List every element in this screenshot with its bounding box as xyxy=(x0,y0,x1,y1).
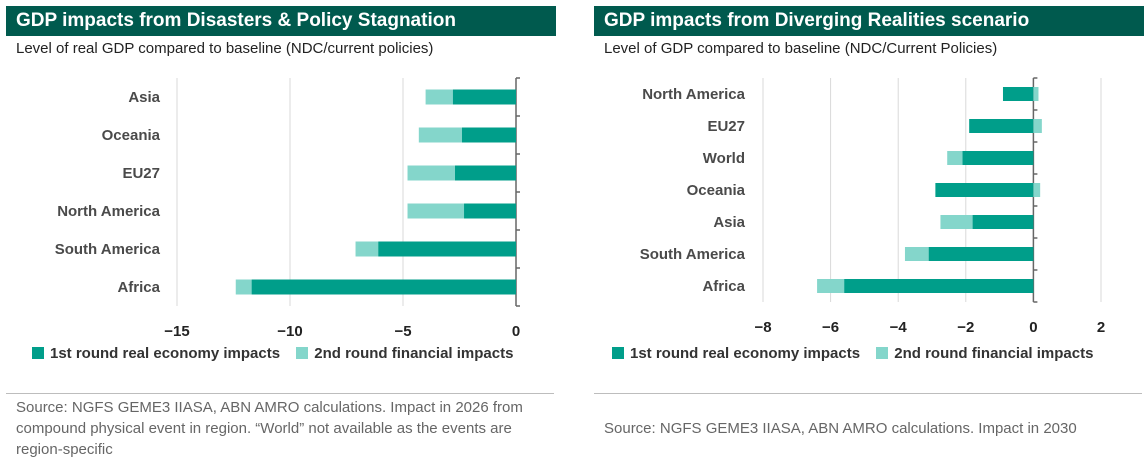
category-label: Asia xyxy=(713,214,745,231)
x-tick-label: −8 xyxy=(754,319,771,336)
category-label: Africa xyxy=(117,279,160,296)
bar-first-round xyxy=(378,241,516,257)
legend-swatch-second xyxy=(296,347,309,359)
x-tick-label: −10 xyxy=(277,323,302,340)
bar-first-round xyxy=(844,279,1034,293)
left-chart-title: GDP impacts from Disasters & Policy Stag… xyxy=(6,6,556,36)
legend-label-second: 2nd round financial impacts xyxy=(894,345,1094,362)
bar-second-round xyxy=(940,215,973,229)
bar-second-round xyxy=(407,165,455,181)
x-tick-label: 0 xyxy=(512,323,520,340)
bar-first-round xyxy=(464,203,516,219)
category-label: Oceania xyxy=(102,127,161,144)
bar-first-round xyxy=(928,247,1034,261)
bar-first-round xyxy=(972,215,1034,229)
bar-first-round xyxy=(251,279,516,295)
left-legend-item-second: 2nd round financial impacts xyxy=(296,345,513,362)
right-chart-panel: GDP impacts from Diverging Realities sce… xyxy=(588,0,1146,464)
bar-second-round xyxy=(817,279,845,293)
left-divider xyxy=(6,393,554,394)
category-label: Africa xyxy=(702,278,745,295)
legend-swatch-first xyxy=(612,347,624,359)
right-divider xyxy=(594,393,1142,394)
bar-first-round xyxy=(1002,87,1034,101)
bar-first-round xyxy=(935,183,1034,197)
left-source-note: Source: NGFS GEME3 IIASA, ABN AMRO calcu… xyxy=(16,399,523,458)
bar-second-round xyxy=(418,127,462,143)
category-label: South America xyxy=(55,241,161,258)
bar-first-round xyxy=(452,89,516,105)
right-legend-item-second: 2nd round financial impacts xyxy=(876,345,1093,362)
bar-second-round xyxy=(407,203,465,219)
category-label: World xyxy=(703,150,745,167)
right-legend: 1st round real economy impacts 2nd round… xyxy=(612,345,1105,362)
right-chart-subtitle: Level of GDP compared to baseline (NDC/C… xyxy=(604,40,998,57)
bar-second-round xyxy=(355,241,379,257)
legend-swatch-first xyxy=(32,347,44,359)
legend-label-first: 1st round real economy impacts xyxy=(630,345,861,362)
bar-second-round xyxy=(235,279,252,295)
category-label: North America xyxy=(642,86,745,103)
right-source-note: Source: NGFS GEME3 IIASA, ABN AMRO calcu… xyxy=(604,420,1077,437)
x-tick-label: −2 xyxy=(957,319,974,336)
left-legend-item-first: 1st round real economy impacts xyxy=(32,345,280,362)
bar-second-round xyxy=(425,89,453,105)
category-label: Oceania xyxy=(687,182,746,199)
x-tick-label: −6 xyxy=(822,319,839,336)
bar-first-round xyxy=(969,119,1034,133)
legend-swatch-second xyxy=(876,347,889,359)
bar-second-round xyxy=(947,151,963,165)
left-chart-panel: GDP impacts from Disasters & Policy Stag… xyxy=(0,0,558,464)
legend-label-first: 1st round real economy impacts xyxy=(50,345,281,362)
bar-second-round xyxy=(1033,183,1041,197)
category-label: EU27 xyxy=(707,118,745,135)
x-tick-label: −5 xyxy=(394,323,411,340)
x-tick-label: 2 xyxy=(1097,319,1105,336)
left-legend: 1st round real economy impacts 2nd round… xyxy=(32,345,525,362)
legend-label-second: 2nd round financial impacts xyxy=(314,345,514,362)
bar-second-round xyxy=(1033,119,1042,133)
bar-second-round xyxy=(1033,87,1039,101)
x-tick-label: 0 xyxy=(1029,319,1037,336)
left-bar-chart: Asia Oceania EU27 North America South Americ… xyxy=(55,77,520,340)
x-tick-label: −4 xyxy=(890,319,908,336)
bar-second-round xyxy=(904,247,929,261)
right-chart-title: GDP impacts from Diverging Realities sce… xyxy=(594,6,1144,36)
category-label: North America xyxy=(57,203,160,220)
bar-first-round xyxy=(962,151,1034,165)
bar-first-round xyxy=(454,165,516,181)
category-label: Asia xyxy=(128,89,160,106)
bar-first-round xyxy=(461,127,516,143)
right-bar-chart: North America EU27 World Oceania Asia South A… xyxy=(640,77,1105,336)
category-label: EU27 xyxy=(122,165,160,182)
left-chart-subtitle: Level of real GDP compared to baseline (… xyxy=(16,40,434,57)
x-tick-label: −15 xyxy=(164,323,189,340)
right-legend-item-first: 1st round real economy impacts xyxy=(612,345,860,362)
category-label: South America xyxy=(640,246,746,263)
